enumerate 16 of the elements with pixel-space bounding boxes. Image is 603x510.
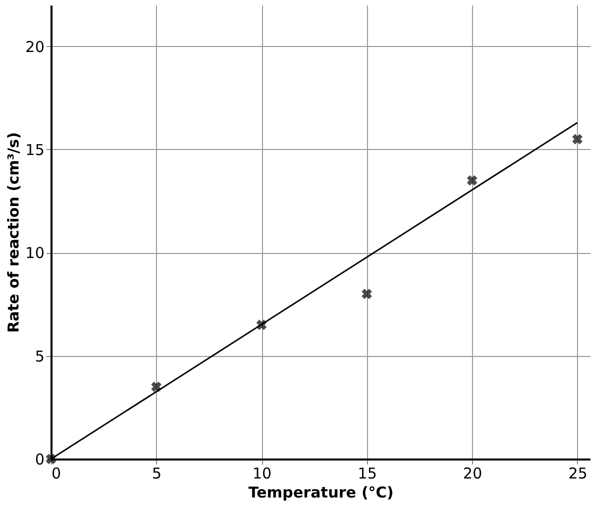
point bbox=[466, 175, 478, 186]
x-tick-label: 25 bbox=[568, 464, 588, 482]
y-tick-label: 0 bbox=[34, 450, 44, 468]
y-tick-label: 15 bbox=[25, 140, 44, 159]
x-tick-label: 15 bbox=[358, 464, 377, 482]
x-tick-label: 5 bbox=[152, 464, 162, 482]
point bbox=[362, 288, 372, 300]
y-tick-label: 5 bbox=[34, 347, 44, 366]
x-tick-label: 0 bbox=[52, 464, 62, 482]
x-tick-label: 10 bbox=[252, 464, 272, 482]
point bbox=[572, 134, 583, 144]
y-tick-label: 10 bbox=[25, 244, 44, 262]
x-axis-title: Temperature (°C) bbox=[248, 484, 394, 502]
y-axis-title: Rate of reaction (cm³/s) bbox=[4, 132, 22, 333]
y-tick-label: 20 bbox=[25, 38, 44, 56]
x-tick-label: 20 bbox=[463, 464, 482, 482]
